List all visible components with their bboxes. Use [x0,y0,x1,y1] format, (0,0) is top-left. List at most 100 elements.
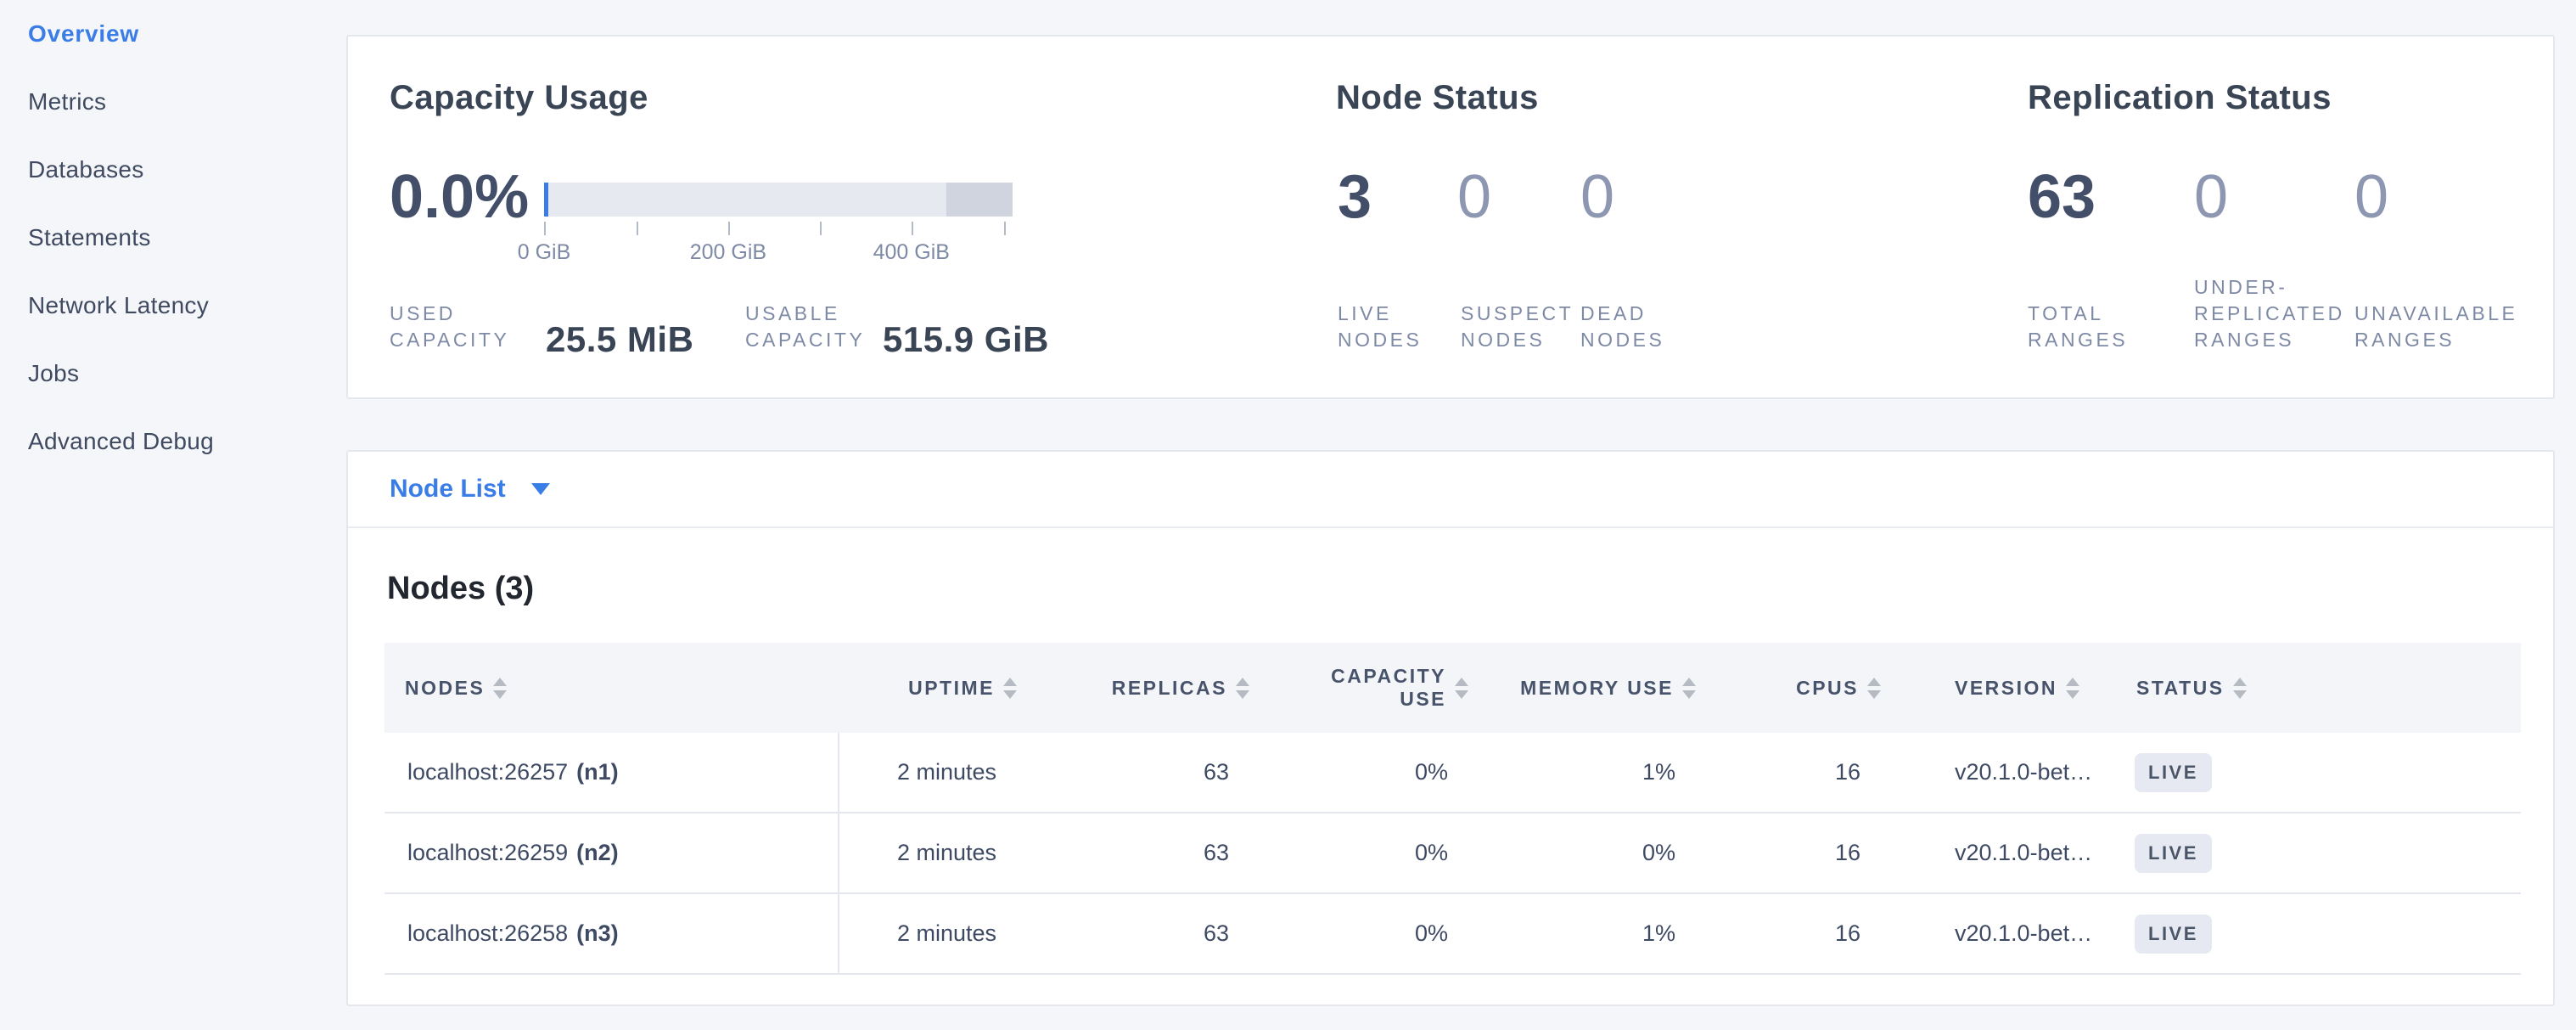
replicas-cell: 63 [1203,920,1229,946]
capacity-usage-title: Capacity Usage [390,79,648,116]
sort-icon [1236,677,1249,699]
capacity-use-cell: 0% [1414,759,1448,785]
capacity-use-cell: 0% [1414,840,1448,865]
node-id: (n1) [576,759,619,785]
capacity-axis-labels: 0 GiB 200 GiB 400 GiB [518,240,1013,266]
version-cell: v20.1.0-bet… [1955,920,2093,946]
live-nodes-label: LIVE NODES [1338,302,1423,351]
cpus-cell: 16 [1834,759,1860,785]
view-selector-bar: Node List [348,452,2553,528]
under-replicated-ranges-label: UNDER-REPLICATED RANGES [2194,276,2345,351]
sidebar-item-overview[interactable]: Overview [28,20,139,47]
sidebar-item-metrics[interactable]: Metrics [28,88,107,115]
column-header-label: NODES [405,676,485,699]
column-header-label: REPLICAS [1111,676,1227,699]
column-header-label: UPTIME [908,676,995,699]
node-host: localhost:26259 [407,840,569,865]
status-badge: LIVE [2135,833,2212,873]
used-capacity-value: 25.5 MiB [546,319,694,359]
unavailable-ranges-value: 0 [2354,163,2389,231]
axis-tick [911,222,913,235]
node-id: (n2) [576,840,619,865]
table-row-node-1[interactable]: localhost:26257 (n1) 2 minutes 63 0% 1% … [384,733,2521,813]
cpus-cell: 16 [1834,840,1860,865]
replicas-cell: 63 [1203,840,1229,865]
axis-tick [820,222,822,235]
uptime-cell: 2 minutes [896,840,996,865]
version-cell: v20.1.0-bet… [1955,759,2093,785]
sort-icon [1867,677,1881,699]
chevron-down-icon [530,483,550,495]
column-header-memory-use[interactable]: MEMORY USE [1479,643,1706,733]
column-header-uptime[interactable]: UPTIME [839,643,1027,733]
total-ranges-value: 63 [2028,163,2096,231]
live-nodes-value: 3 [1338,163,1372,231]
dead-nodes-value: 0 [1580,163,1615,231]
status-cell: LIVE [2124,813,2521,892]
column-header-replicas[interactable]: REPLICAS [1027,643,1260,733]
status-badge: LIVE [2135,914,2212,954]
sidebar-item-network-latency[interactable]: Network Latency [28,292,210,318]
dead-nodes-label: DEAD NODES [1580,302,1665,351]
node-id: (n3) [576,920,619,946]
node-list-dropdown[interactable]: Node List [390,475,550,504]
capacity-axis-ticks [544,222,1013,235]
sidebar-item-advanced-debug[interactable]: Advanced Debug [28,428,215,454]
sort-icon [1682,677,1696,699]
uptime-cell: 2 minutes [896,920,996,946]
sidebar-item-jobs[interactable]: Jobs [28,360,80,386]
total-ranges-label: TOTAL RANGES [2028,302,2129,351]
capacity-percent-used: 0.0% [390,163,530,231]
suspect-nodes-value: 0 [1457,163,1492,231]
status-cell: LIVE [2124,733,2521,812]
cluster-overview-card: Capacity Usage 0.0% 0 GiB 200 GiB 400 Gi… [346,35,2555,399]
table-row-node-2[interactable]: localhost:26259 (n2) 2 minutes 63 0% 0% … [384,813,2521,894]
memory-use-cell: 1% [1642,759,1675,785]
version-cell: v20.1.0-bet… [1955,840,2093,865]
status-cell: LIVE [2124,894,2521,973]
axis-tick [636,222,638,235]
status-badge: LIVE [2135,752,2212,792]
node-host: localhost:26257 [407,759,569,785]
memory-use-cell: 1% [1642,920,1675,946]
node-name-cell: localhost:26258 (n3) [384,894,839,973]
usable-capacity-value: 515.9 GiB [883,319,1049,359]
column-header-capacity-use[interactable]: CAPACITY USE [1260,643,1479,733]
sort-icon [1003,677,1017,699]
node-status-title: Node Status [1336,79,1539,116]
column-header-label: CAPACITY USE [1331,665,1446,710]
under-replicated-ranges-value: 0 [2194,163,2229,231]
node-host: localhost:26258 [407,920,569,946]
sort-icon [2066,677,2080,699]
usable-capacity-label: USABLE CAPACITY [745,302,866,351]
sort-icon [493,677,508,699]
nodes-table-header: NODES UPTIME REPLICAS CAPACITY USE MEMOR… [384,643,2521,733]
column-header-version[interactable]: VERSION [1891,643,2124,733]
column-header-label: CPUS [1796,676,1859,699]
column-header-label: MEMORY USE [1520,676,1674,699]
suspect-nodes-label: SUSPECT NODES [1461,302,1574,351]
used-capacity-label: USED CAPACITY [390,302,510,351]
axis-tick [727,222,730,235]
axis-tick [544,222,546,235]
capacity-bar-used-segment [544,183,548,217]
sort-icon [1455,677,1468,699]
table-row-node-3[interactable]: localhost:26258 (n3) 2 minutes 63 0% 1% … [384,894,2521,975]
capacity-usage-bar [544,183,1013,217]
replicas-cell: 63 [1203,759,1229,785]
memory-use-cell: 0% [1642,840,1675,865]
column-header-label: STATUS [2136,676,2225,699]
column-header-cpus[interactable]: CPUS [1706,643,1891,733]
sidebar-item-statements[interactable]: Statements [28,224,151,250]
sidebar-item-databases[interactable]: Databases [28,156,144,183]
nodes-count-heading: Nodes (3) [387,571,535,606]
column-header-label: VERSION [1955,676,2058,699]
column-header-status[interactable]: STATUS [2124,643,2521,733]
replication-status-title: Replication Status [2028,79,2332,116]
sort-icon [2232,677,2247,699]
axis-label-400gib: 400 GiB [873,240,950,264]
column-header-nodes[interactable]: NODES [384,643,839,733]
axis-label-200gib: 200 GiB [689,240,767,264]
capacity-use-cell: 0% [1414,920,1448,946]
cpus-cell: 16 [1834,920,1860,946]
